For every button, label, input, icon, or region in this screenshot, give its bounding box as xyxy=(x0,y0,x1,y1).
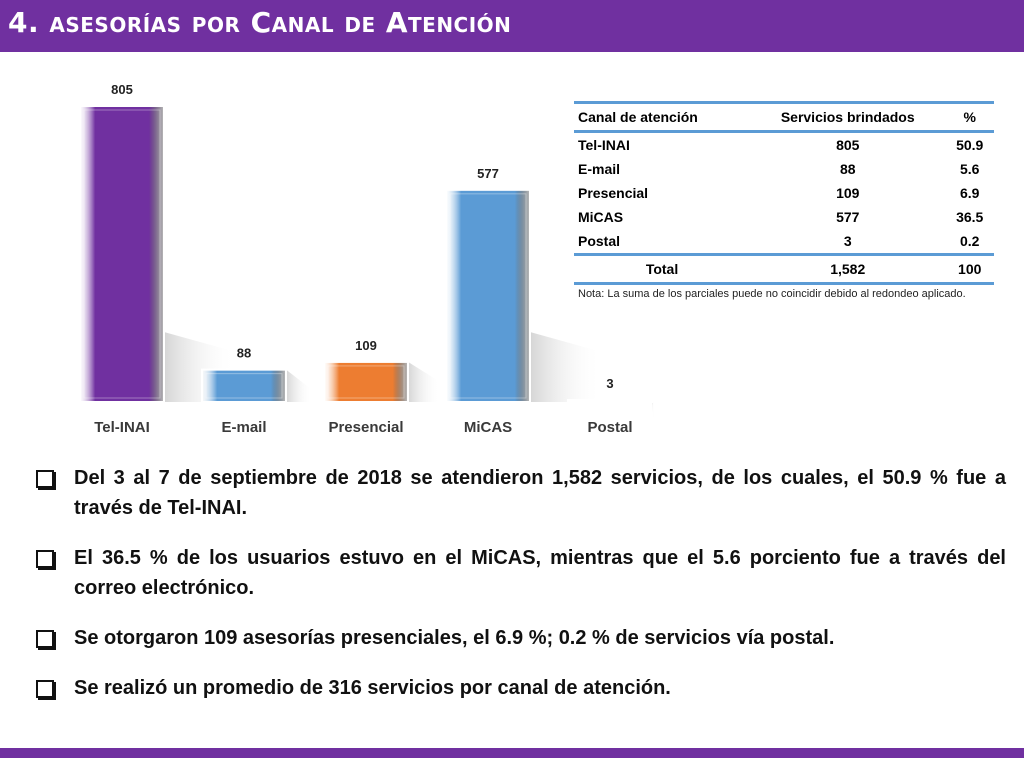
data-label: 109 xyxy=(355,338,377,353)
category-label: Postal xyxy=(587,419,632,436)
bar-postal xyxy=(567,399,653,403)
cell-percent: 36.5 xyxy=(956,209,984,225)
table-row: Postal 3 0.2 xyxy=(574,229,994,255)
cell-services: 109 xyxy=(836,185,860,201)
cell-channel: Presencial xyxy=(578,185,649,201)
category-label: Presencial xyxy=(328,419,403,436)
bar-presencial xyxy=(323,360,409,404)
header-percent: % xyxy=(945,101,994,133)
total-percent: 100 xyxy=(945,253,994,285)
bullet-item: El 36.5 % de los usuarios estuvo en el M… xyxy=(34,543,1006,603)
bar-bevel xyxy=(449,193,527,399)
header-channel: Canal de atención xyxy=(574,101,751,133)
bar-e-mail xyxy=(201,368,287,404)
bar-tel-inai xyxy=(79,105,165,403)
cell-percent: 0.2 xyxy=(959,233,980,249)
bar-bevel xyxy=(327,365,405,399)
checkbox-bullet-icon xyxy=(36,470,54,488)
bar-bevel xyxy=(83,109,161,399)
checkbox-bullet-icon xyxy=(36,680,54,698)
table-row: E-mail 88 5.6 xyxy=(574,157,994,181)
bullet-item: Se realizó un promedio de 316 servicios … xyxy=(34,673,1006,703)
bar-micas xyxy=(445,188,531,403)
cell-services: 3 xyxy=(843,233,852,249)
bar-shadow xyxy=(408,361,441,402)
page-title: 4. asesorías por Canal de Atención xyxy=(8,6,512,39)
cell-percent: 6.9 xyxy=(959,185,980,201)
category-label: MiCAS xyxy=(464,419,512,436)
footer-bar xyxy=(0,748,1024,758)
data-label: 88 xyxy=(237,346,251,361)
bullet-item: Se otorgaron 109 asesorías presenciales,… xyxy=(34,623,1006,653)
data-label: 805 xyxy=(111,82,133,97)
checkbox-bullet-icon xyxy=(36,630,54,648)
table-total-row: Total 1,582 100 xyxy=(574,253,994,285)
cell-channel: Postal xyxy=(578,233,621,249)
cell-percent: 5.6 xyxy=(959,161,980,177)
category-label: E-mail xyxy=(221,419,266,436)
header-bar: 4. asesorías por Canal de Atención xyxy=(0,0,1024,52)
bar-shadow xyxy=(286,369,312,402)
bullet-item: Del 3 al 7 de septiembre de 2018 se aten… xyxy=(34,463,1006,523)
cell-services: 805 xyxy=(836,137,860,153)
data-label: 577 xyxy=(477,166,499,181)
cell-percent: 50.9 xyxy=(956,137,984,153)
category-label: Tel-INAI xyxy=(94,419,150,436)
cell-channel: MiCAS xyxy=(578,209,624,225)
bullet-text: Se otorgaron 109 asesorías presenciales,… xyxy=(74,627,835,649)
bullet-text: Del 3 al 7 de septiembre de 2018 se aten… xyxy=(74,467,1006,519)
table-note: Nota: La suma de los parciales puede no … xyxy=(578,288,966,300)
bar-chart: 805 Tel-INAI 88 E-mail 109 Presencial 577 MiCAS… xyxy=(79,82,654,436)
cell-services: 88 xyxy=(839,161,856,177)
total-label: Total xyxy=(574,253,751,285)
header-services: Servicios brindados xyxy=(750,101,946,133)
checkbox-bullet-icon xyxy=(36,550,54,568)
summary-bullets: Del 3 al 7 de septiembre de 2018 se aten… xyxy=(34,463,1006,723)
bullet-text: Se realizó un promedio de 316 servicios … xyxy=(74,677,671,699)
cell-channel: E-mail xyxy=(578,161,621,177)
table-row: MiCAS 577 36.5 xyxy=(574,205,994,229)
table-header-row: Canal de atención Servicios brindados % xyxy=(574,101,994,133)
services-table: Canal de atención Servicios brindados % … xyxy=(574,101,994,285)
table-row: Tel-INAI 805 50.9 xyxy=(574,132,994,158)
cell-channel: Tel-INAI xyxy=(578,137,630,153)
cell-services: 577 xyxy=(836,209,860,225)
bar-shadow xyxy=(530,332,602,402)
bullet-text: El 36.5 % de los usuarios estuvo en el M… xyxy=(74,547,1006,599)
bar-shadow xyxy=(652,400,654,420)
bar-bevel xyxy=(205,373,283,399)
total-services: 1,582 xyxy=(750,253,946,285)
table-row: Presencial 109 6.9 xyxy=(574,181,994,205)
data-label: 3 xyxy=(606,376,613,391)
